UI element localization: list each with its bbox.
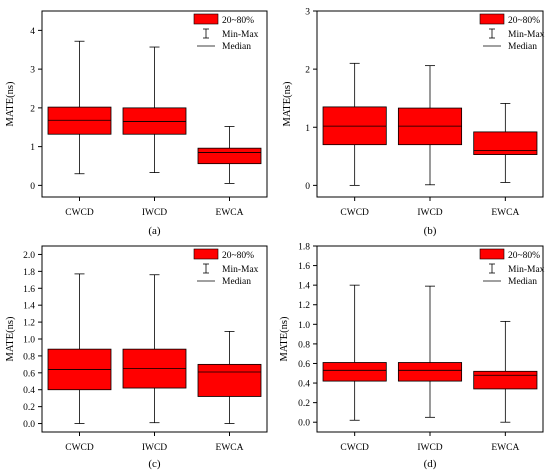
x-tick-label: IWCD — [417, 208, 442, 218]
y-tick-label: 1.8 — [298, 243, 310, 253]
legend-whisker-label: Min-Max — [222, 265, 259, 275]
y-tick-label: 1 — [305, 124, 310, 134]
y-tick-label: 2.0 — [23, 251, 35, 261]
panel-letter: (d) — [424, 458, 437, 470]
box-cwcd — [322, 62, 387, 186]
panel-1: 0 1 2 3 4 MATE(ns) CWCD IWCD EWCA (a) 20~80% Min-Ma… — [5, 10, 268, 237]
x-tick-label: IWCD — [142, 208, 167, 218]
x-tick-label: CWCD — [65, 208, 94, 218]
y-tick-label: 2 — [305, 66, 310, 76]
panel-2: 0 1 2 3 MATE(ns) CWCD IWCD EWCA (b) 20~80% Min-Max… — [282, 8, 545, 238]
y-tick-label: 2 — [30, 104, 35, 114]
y-axis-label: MATE(ns) — [282, 81, 293, 126]
legend-box-label: 20~80% — [222, 16, 254, 26]
box-20-80 — [473, 370, 538, 390]
box-ewca — [473, 320, 538, 423]
y-axis-label: MATE(ns) — [279, 316, 290, 361]
y-tick-label: 1.8 — [23, 268, 35, 278]
legend: 20~80% Min-Max Median — [479, 13, 545, 52]
legend-box-swatch — [193, 13, 219, 25]
y-tick-label: 0.0 — [23, 420, 35, 430]
y-tick-label: 1.6 — [298, 262, 310, 272]
y-axis-label: MATE(ns) — [5, 316, 16, 361]
box-ewca — [197, 330, 262, 424]
legend-median-label: Median — [222, 42, 251, 52]
y-tick-label: 0.0 — [298, 419, 310, 429]
x-tick-label: EWCA — [216, 443, 244, 453]
y-tick-label: 0.8 — [23, 352, 35, 362]
legend-median-label: Median — [508, 42, 537, 52]
box-iwcd — [122, 46, 187, 173]
box-iwcd — [397, 65, 463, 186]
box-20-80 — [197, 363, 262, 397]
box-iwcd — [122, 274, 187, 424]
legend-box-label: 20~80% — [508, 16, 540, 26]
legend-box-label: 20~80% — [222, 251, 254, 261]
x-tick-label: IWCD — [417, 443, 442, 453]
panel-4: 0.0 0.2 0.4 0.6 0.8 1.0 1.2 1.4 1.6 1.8 MATE(ns) CW… — [279, 243, 545, 471]
y-tick-label: 3 — [305, 8, 310, 18]
box-20-80 — [197, 147, 262, 165]
box-iwcd — [397, 285, 463, 418]
x-tick-label: EWCA — [491, 443, 519, 453]
panel-letter: (c) — [148, 458, 161, 470]
box-20-80 — [322, 362, 387, 382]
y-tick-label: 1.0 — [298, 321, 310, 331]
legend: 20~80% Min-Max Median — [479, 248, 545, 287]
legend-box-swatch — [479, 13, 505, 25]
legend-box-label: 20~80% — [508, 251, 540, 261]
legend: 20~80% Min-Max Median — [193, 13, 259, 52]
y-tick-label: 0.4 — [298, 380, 310, 390]
y-tick-label: 0.6 — [23, 369, 35, 379]
y-tick-label: 0.2 — [23, 403, 35, 413]
y-tick-label: 1.2 — [23, 319, 35, 329]
legend-median-label: Median — [222, 277, 251, 287]
y-tick-label: 0.8 — [298, 340, 310, 350]
panel-3: 0.0 0.2 0.4 0.6 0.8 1.0 1.2 1.4 1.6 1.8 2.0 MATE(ns… — [5, 245, 268, 470]
legend-median-label: Median — [508, 277, 537, 287]
x-tick-label: EWCA — [216, 208, 244, 218]
y-tick-label: 0 — [305, 182, 310, 192]
legend-box-swatch — [479, 248, 505, 260]
y-tick-label: 0.2 — [298, 399, 310, 409]
y-tick-label: 1.4 — [23, 302, 35, 312]
x-tick-label: EWCA — [491, 208, 519, 218]
x-tick-label: CWCD — [65, 443, 94, 453]
x-tick-label: CWCD — [340, 443, 369, 453]
box-20-80 — [473, 131, 538, 155]
x-tick-label: IWCD — [142, 443, 167, 453]
y-axis-label: MATE(ns) — [5, 81, 16, 126]
y-tick-label: 0 — [30, 182, 35, 192]
y-tick-label: 1.0 — [23, 336, 35, 346]
y-tick-label: 0.6 — [298, 360, 310, 370]
box-cwcd — [47, 273, 112, 424]
box-ewca — [473, 103, 538, 183]
y-tick-label: 1.6 — [23, 285, 35, 295]
legend-box-swatch — [193, 248, 219, 260]
box-ewca — [197, 126, 262, 184]
y-tick-label: 0.4 — [23, 386, 35, 396]
panel-letter: (b) — [424, 225, 437, 237]
legend-whisker-label: Min-Max — [222, 30, 259, 40]
box-cwcd — [47, 40, 112, 175]
y-tick-label: 1.4 — [298, 282, 310, 292]
box-20-80 — [397, 362, 463, 382]
box-cwcd — [322, 284, 387, 421]
legend-whisker-label: Min-Max — [508, 30, 545, 40]
y-tick-label: 1.2 — [298, 301, 310, 311]
y-tick-label: 3 — [30, 66, 35, 76]
y-tick-label: 4 — [30, 27, 35, 37]
x-tick-label: CWCD — [340, 208, 369, 218]
y-tick-label: 1 — [30, 143, 35, 153]
panel-letter: (a) — [148, 225, 161, 237]
legend: 20~80% Min-Max Median — [193, 248, 259, 287]
legend-whisker-label: Min-Max — [508, 265, 545, 275]
